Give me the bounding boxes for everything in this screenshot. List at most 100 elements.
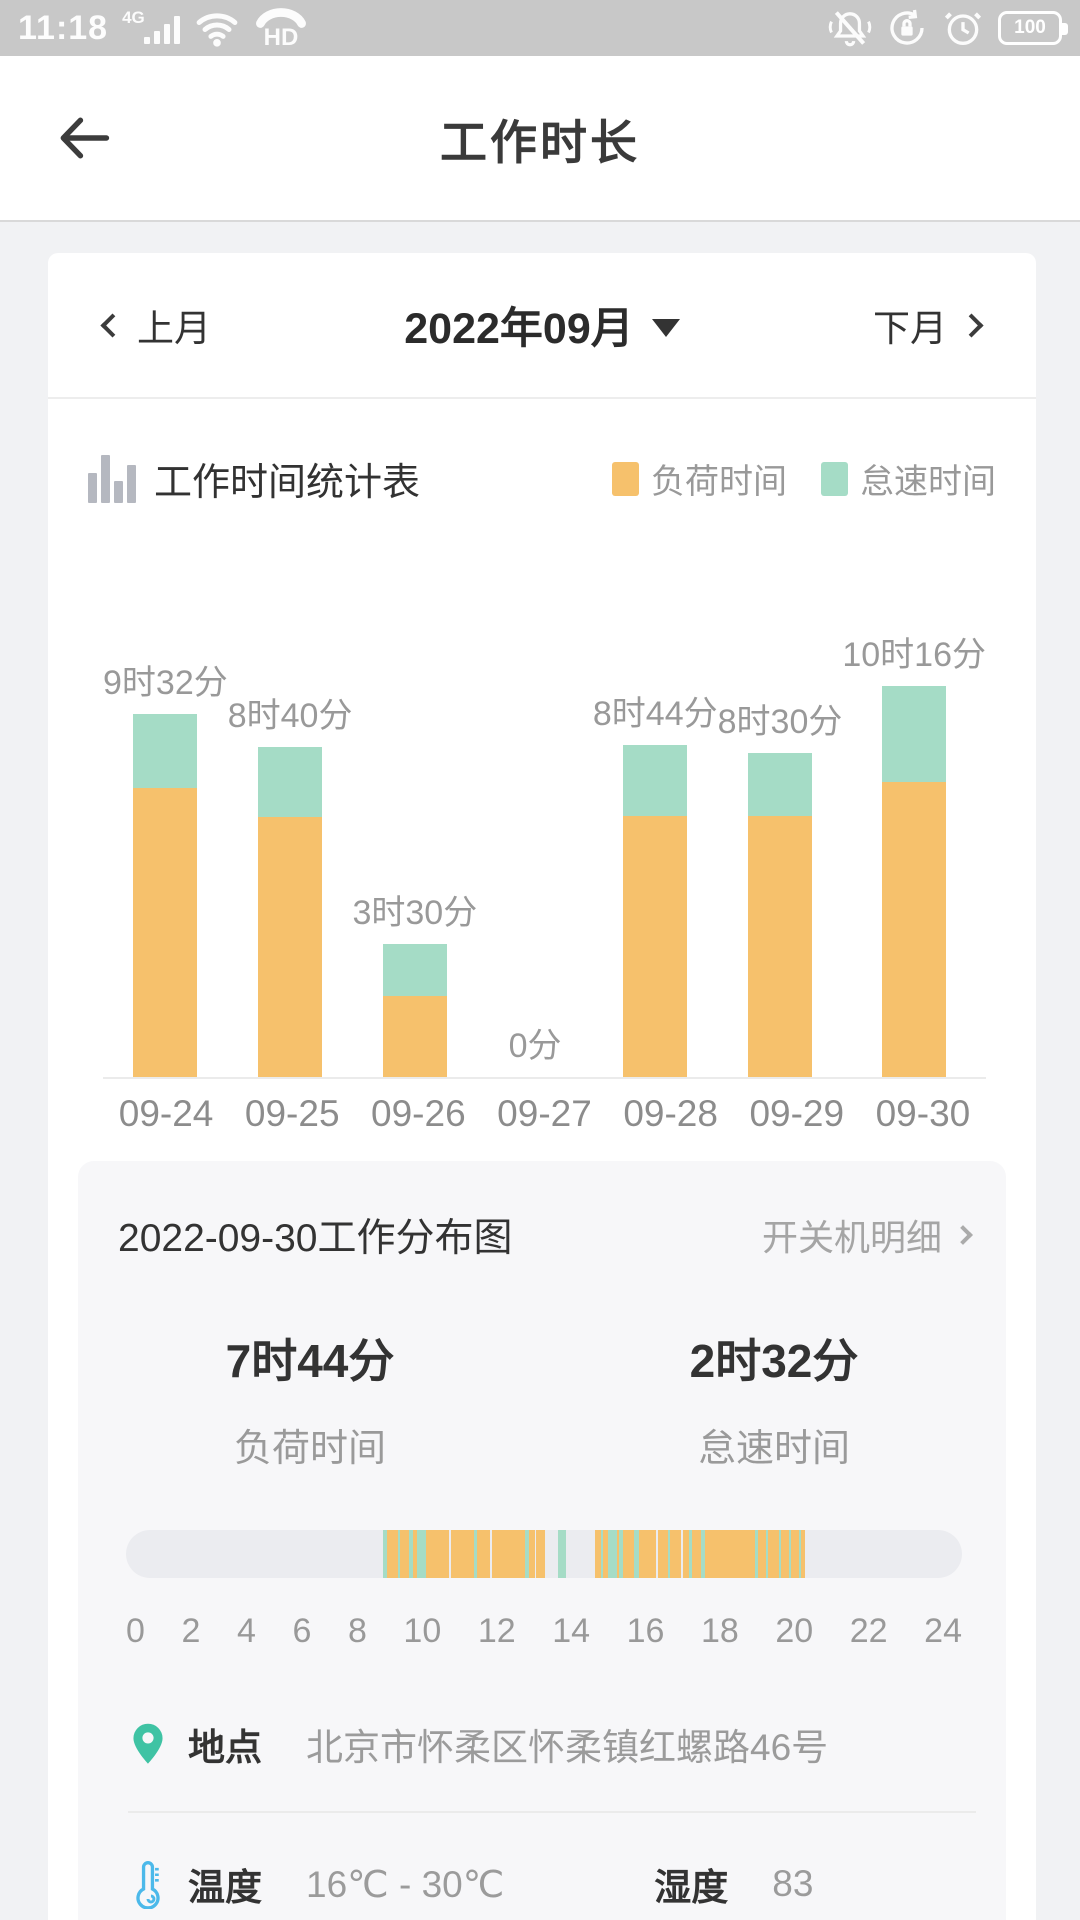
bar-column-09-29[interactable]: 8时30分: [717, 546, 843, 1077]
app-header: 工作时长: [0, 56, 1080, 222]
location-row: 地点 北京市怀柔区怀柔镇红螺路46号: [78, 1717, 1006, 1771]
distribution-panel: 2022-09-30工作分布图 开关机明细 7时44分 负荷时间 2时32分 怠…: [78, 1161, 1006, 1920]
load-segment: [258, 817, 323, 1077]
bar-total-label: 10时16分: [842, 636, 986, 674]
timeline-load-segment: [780, 1530, 790, 1578]
timeline-idle-segment: [789, 1530, 792, 1578]
daily-stats: 7时44分 负荷时间 2时32分 怠速时间: [78, 1325, 1006, 1472]
timeline-idle-segment: [383, 1530, 387, 1578]
bar-total-label: 3时30分: [352, 894, 478, 932]
hour-tick-label: 20: [775, 1612, 814, 1650]
hour-tick-label: 0: [126, 1612, 145, 1650]
back-button[interactable]: [52, 106, 116, 170]
idle-time-stat: 2时32分 怠速时间: [689, 1335, 859, 1470]
idle-color-swatch: [821, 461, 848, 496]
load-segment: [382, 996, 447, 1077]
bar-column-09-28[interactable]: 8时44分: [593, 546, 718, 1077]
distribution-title: 2022-09-30工作分布图: [118, 1217, 513, 1260]
clock-time: 11:18: [18, 8, 109, 47]
load-color-swatch: [612, 461, 639, 496]
timeline-idle-segment: [473, 1530, 478, 1578]
idle-segment: [623, 745, 688, 816]
timeline-load-segment: [413, 1530, 418, 1578]
bar-column-09-27[interactable]: 0分: [477, 546, 593, 1077]
x-axis-label: 09-25: [244, 1093, 340, 1134]
prev-month-button[interactable]: 上月: [100, 298, 211, 352]
timeline-idle-segment: [525, 1530, 530, 1578]
timeline-load-segment: [450, 1530, 474, 1578]
bar-column-09-24[interactable]: 9时32分: [103, 546, 228, 1077]
timeline-load-segment: [594, 1530, 602, 1578]
timeline-idle-segment: [408, 1530, 414, 1578]
timeline-load-segment: [768, 1530, 779, 1578]
temperature-label: 温度: [188, 1867, 262, 1908]
next-month-button[interactable]: 下月: [873, 298, 984, 352]
timeline-idle-segment: [668, 1530, 671, 1578]
timeline-load-segment: [670, 1530, 682, 1578]
hour-tick-label: 4: [236, 1612, 256, 1650]
timeline-load-segment: [426, 1530, 450, 1578]
x-axis-label: 09-29: [749, 1093, 845, 1134]
timeline-idle-segment: [619, 1530, 623, 1578]
bar-total-label: 9时32分: [103, 664, 228, 702]
bar-column-09-25[interactable]: 8时40分: [227, 546, 353, 1077]
thermometer-icon: [126, 1859, 170, 1909]
timeline-load-segment: [386, 1530, 398, 1578]
load-segment: [133, 788, 198, 1077]
bar-chart-icon: [88, 454, 136, 503]
load-segment: [882, 782, 947, 1077]
svg-text:HD: HD: [264, 24, 299, 49]
timeline-idle-segment: [633, 1530, 640, 1578]
timeline-idle-segment: [765, 1530, 769, 1578]
chart-section-header: 工作时间统计表 负荷时间 怠速时间: [88, 451, 996, 506]
idle-segment: [133, 714, 198, 788]
idle-segment: [382, 944, 447, 996]
month-navigation: 上月 2022年09月 下月: [48, 253, 1036, 399]
x-axis-label: 09-24: [118, 1093, 214, 1134]
next-month-label: 下月: [873, 308, 947, 349]
hour-tick-label: 10: [403, 1612, 442, 1650]
power-detail-link[interactable]: 开关机明细: [762, 1209, 973, 1261]
location-value: 北京市怀柔区怀柔镇红螺路46号: [306, 1727, 829, 1768]
bar-total-label: 0分: [508, 1027, 562, 1065]
load-segment: [747, 816, 812, 1077]
chart-section-title: 工作时间统计表: [154, 462, 421, 504]
location-label: 地点: [188, 1727, 262, 1768]
hour-tick-label: 22: [849, 1612, 888, 1650]
load-time-stat: 7时44分 负荷时间: [225, 1335, 395, 1470]
vibrate-mute-icon: [828, 8, 872, 48]
bar-column-09-26[interactable]: 3时30分: [352, 546, 477, 1077]
hour-tick-label: 12: [477, 1612, 516, 1650]
hour-tick-label: 2: [181, 1612, 201, 1650]
chart-x-axis: 09-24 09-25 09-26 09-27 09-28 09-29 09-30: [103, 1093, 986, 1135]
hour-tick-label: 8: [347, 1612, 367, 1650]
timeline-idle-segment: [608, 1530, 618, 1578]
timeline-idle-segment: [417, 1530, 427, 1578]
timeline-load-segment: [801, 1530, 806, 1578]
timeline-idle-segment: [601, 1530, 604, 1578]
load-segment: [623, 816, 688, 1077]
month-selector[interactable]: 2022年09月: [404, 294, 680, 356]
timeline-load-segment: [639, 1530, 657, 1578]
idle-segment: [258, 747, 323, 817]
timeline-idle-segment: [755, 1530, 758, 1578]
content-card: 上月 2022年09月 下月 工作时间统计表 负荷时间 怠速时间: [48, 253, 1036, 1920]
x-axis-label: 09-27: [497, 1093, 592, 1134]
alarm-clock-icon: [942, 8, 984, 48]
timeline-load-segment: [622, 1530, 634, 1578]
timeline-load-segment: [682, 1530, 689, 1578]
timeline-idle-segment: [397, 1530, 400, 1578]
timeline-load-segment: [657, 1530, 668, 1578]
bar-total-label: 8时30分: [717, 703, 843, 741]
timeline-load-segment: [536, 1530, 545, 1578]
bar-total-label: 8时40分: [227, 697, 353, 735]
timeline-load-segment: [529, 1530, 535, 1578]
idle-segment: [882, 686, 947, 782]
battery-icon: 100: [998, 11, 1068, 45]
bar-total-label: 8时44分: [592, 695, 718, 733]
work-timeline-bar: [126, 1530, 962, 1578]
timeline-idle-segment: [557, 1530, 566, 1578]
x-axis-label: 09-28: [623, 1093, 718, 1134]
bar-column-09-30[interactable]: 10时16分: [842, 546, 986, 1077]
legend-item-idle: 怠速时间: [821, 454, 996, 503]
